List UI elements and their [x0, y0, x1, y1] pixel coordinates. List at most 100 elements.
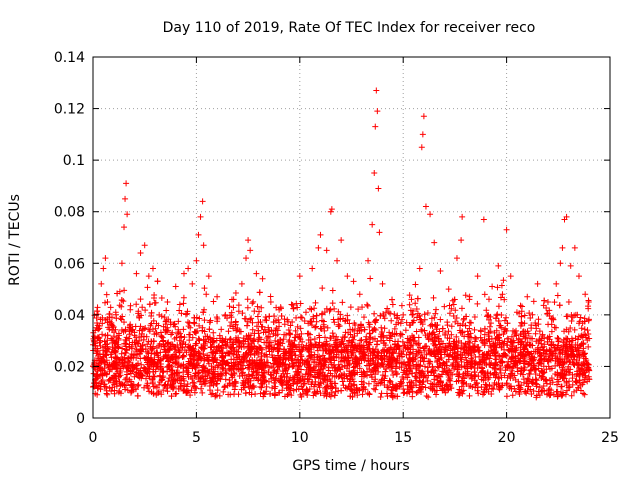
data-point: [462, 354, 469, 361]
data-point: [232, 321, 239, 328]
data-point: [423, 392, 430, 399]
data-point: [158, 333, 165, 340]
data-point: [512, 330, 519, 337]
data-point: [452, 355, 459, 362]
data-point: [554, 392, 561, 399]
data-point: [257, 318, 264, 325]
data-point: [327, 306, 334, 313]
data-point: [301, 317, 308, 324]
data-point: [350, 367, 357, 374]
x-tick-label: 0: [89, 430, 98, 446]
data-point: [478, 328, 485, 335]
data-point: [123, 375, 130, 382]
data-point: [356, 291, 363, 298]
data-point: [104, 319, 111, 326]
data-point: [492, 360, 499, 367]
data-point: [215, 362, 222, 369]
data-point: [439, 340, 446, 347]
data-point: [171, 376, 178, 383]
data-point: [317, 390, 324, 397]
data-point: [512, 388, 519, 395]
data-point: [142, 346, 149, 353]
data-point: [138, 361, 145, 368]
data-point: [428, 351, 435, 358]
data-point: [262, 314, 269, 321]
data-point: [509, 354, 516, 361]
data-point: [185, 388, 192, 395]
data-point: [109, 337, 116, 344]
data-point: [518, 308, 525, 315]
data-point: [185, 265, 192, 272]
data-point: [158, 377, 165, 384]
data-point: [508, 367, 515, 374]
data-point: [179, 344, 185, 351]
data-point: [462, 322, 469, 329]
data-point: [418, 318, 425, 325]
data-point: [189, 379, 196, 386]
data-point: [272, 383, 279, 390]
data-point: [384, 305, 391, 312]
data-point: [113, 383, 120, 390]
data-point: [518, 382, 525, 389]
data-point: [126, 335, 133, 342]
data-point: [431, 338, 438, 345]
data-point: [345, 355, 352, 362]
data-point: [319, 342, 326, 349]
data-point: [290, 348, 297, 355]
data-point: [177, 382, 184, 389]
data-point: [386, 329, 393, 336]
data-point: [188, 362, 195, 369]
data-point: [525, 349, 532, 356]
data-point: [200, 242, 207, 249]
data-point: [346, 338, 353, 345]
data-point: [292, 327, 299, 334]
data-point: [140, 336, 147, 343]
data-point: [478, 337, 485, 344]
data-point: [500, 277, 507, 284]
data-point: [554, 292, 561, 299]
data-point: [103, 370, 110, 377]
data-point: [474, 300, 481, 307]
data-point: [482, 372, 489, 379]
data-point: [413, 328, 420, 335]
data-point: [557, 370, 564, 377]
data-point: [419, 131, 426, 138]
data-point: [408, 296, 415, 303]
data-point: [182, 341, 189, 348]
data-point: [277, 339, 284, 346]
data-point: [451, 296, 458, 303]
data-point: [386, 379, 393, 386]
data-point: [555, 338, 562, 345]
data-point: [276, 306, 283, 313]
data-point: [186, 344, 193, 351]
data-point: [328, 206, 335, 213]
data-point: [367, 350, 374, 357]
data-point: [525, 330, 532, 337]
data-point: [250, 368, 257, 375]
data-point: [247, 247, 254, 254]
data-point: [554, 381, 561, 388]
data-point: [561, 328, 568, 335]
data-point: [159, 376, 166, 383]
data-point: [415, 334, 422, 341]
data-point: [253, 369, 260, 376]
data-point: [394, 393, 401, 400]
data-point: [402, 327, 409, 334]
data-point: [268, 363, 275, 370]
data-point: [481, 291, 488, 298]
data-point: [375, 380, 382, 387]
data-point: [108, 388, 115, 395]
data-point: [552, 362, 559, 369]
data-point: [450, 312, 457, 319]
data-point: [386, 337, 393, 344]
data-point: [162, 318, 169, 325]
data-point: [174, 342, 181, 349]
data-point: [247, 382, 254, 389]
data-point: [116, 288, 123, 295]
data-point: [442, 344, 449, 351]
data-point: [427, 211, 434, 218]
data-point: [403, 367, 410, 374]
data-point: [477, 334, 484, 341]
data-point: [339, 378, 346, 385]
data-point: [519, 371, 526, 378]
